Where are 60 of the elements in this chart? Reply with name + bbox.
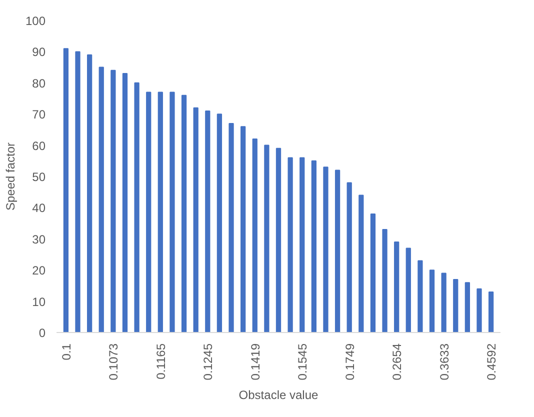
bar [252,138,258,332]
bar [170,92,175,332]
y-tick-label: 40 [32,201,46,216]
x-tick-label: 0.1 [59,343,74,360]
y-tick-label: 0 [38,326,46,340]
bar [311,160,316,332]
x-tick-label: 0.1165 [154,343,168,380]
bar [429,270,435,332]
y-tick-label: 20 [32,264,46,278]
y-tick-label: 80 [32,76,46,90]
bar [276,148,282,332]
bar [346,182,352,332]
bar [158,92,163,332]
bar [75,51,80,332]
bar [358,194,364,332]
bar [334,170,340,332]
x-axis-title: Obstacle value [238,388,319,402]
bar [205,110,210,332]
bar [63,48,69,332]
bar [146,92,152,332]
bar [228,122,234,332]
y-tick-label: 60 [32,138,46,153]
x-tick-label: 0.1073 [106,343,121,380]
y-tick-label: 70 [32,108,46,122]
y-tick-label: 50 [32,170,46,184]
x-tick-label: 0.2654 [390,343,404,380]
x-tick-label: 0.1749 [342,343,357,380]
y-tick-label: 10 [32,294,46,309]
bar [288,157,293,332]
y-tick-label: 90 [32,45,46,60]
bar [216,114,222,332]
bar [476,288,482,332]
bar [382,229,388,332]
bar [264,144,270,332]
bar [193,107,198,332]
x-tick-label: 0.1545 [296,343,310,380]
bar [134,82,140,332]
x-tick-label: 0.1419 [248,343,262,380]
bar [323,166,328,332]
bar [488,291,494,332]
bar [418,260,423,332]
bar [441,272,446,332]
x-tick-label: 0.4592 [484,343,499,380]
bar [406,248,411,332]
bar [86,54,92,332]
y-tick-label: 100 [25,14,46,28]
x-tick-label: 0.3633 [437,343,452,380]
bar [394,242,400,332]
bar [240,126,246,332]
bar [110,70,116,332]
bar [453,278,458,332]
bar [300,157,305,332]
bar [122,73,128,332]
bar [98,66,104,332]
y-axis-title: Speed factor [3,142,18,211]
bar [464,282,470,332]
y-tick-label: 30 [32,232,46,246]
bar [370,213,376,332]
x-tick-label: 0.1245 [201,343,216,380]
bar [181,94,187,332]
